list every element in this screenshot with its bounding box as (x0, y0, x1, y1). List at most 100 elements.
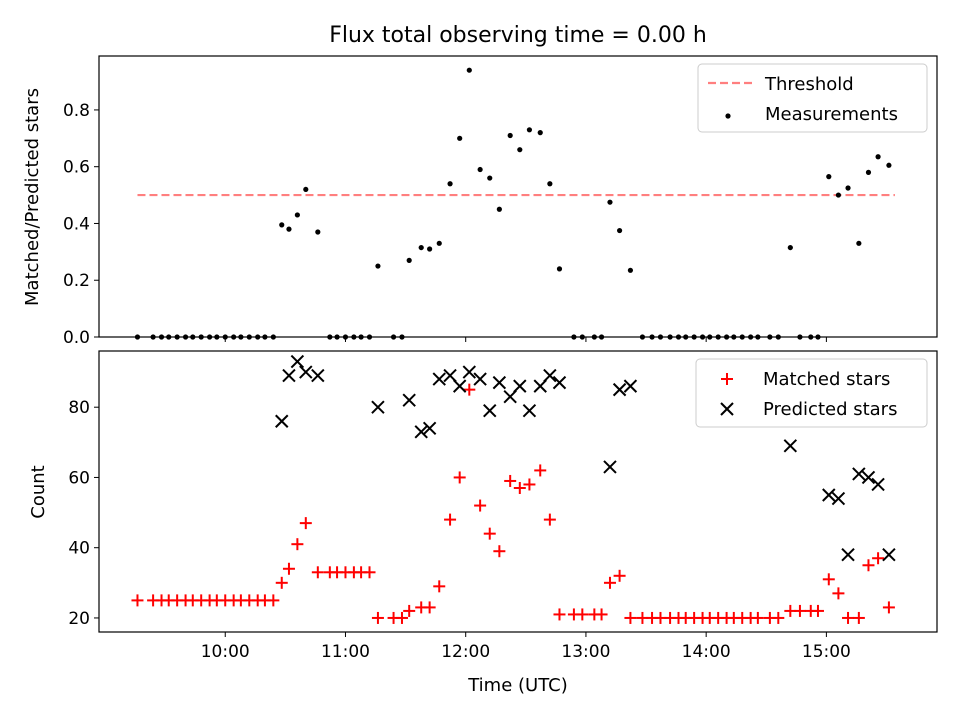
predicted-star-point (299, 365, 313, 379)
y-tick-label: 0.2 (63, 271, 90, 291)
count-legend: Matched stars Predicted stars (695, 358, 928, 428)
matched-star-point (267, 594, 280, 607)
matched-star-point (433, 580, 446, 593)
legend-measurements-swatch (725, 113, 731, 119)
x-tick-label: 11:00 (321, 642, 370, 662)
measurement-point (286, 226, 292, 232)
predicted-star-point (371, 400, 385, 414)
matched-star-point (613, 569, 626, 582)
predicted-star-point (882, 548, 896, 562)
predicted-star-point (513, 379, 527, 393)
legend-matched-swatch (721, 373, 733, 385)
predicted-star-point (612, 382, 627, 397)
matched-star-point (371, 611, 384, 624)
predicted-star-point (871, 477, 885, 492)
legend-measurements-label: Measurements (765, 104, 898, 125)
matched-star-point (523, 478, 536, 491)
predicted-star-point (290, 354, 305, 369)
measurement-point (466, 67, 472, 73)
measurement-point (418, 244, 424, 251)
ratio-axes-frame (98, 55, 938, 338)
measurement-point (627, 267, 634, 273)
predicted-star-point (543, 368, 557, 383)
matched-star-point (553, 608, 566, 621)
predicted-star-point (432, 372, 446, 386)
matched-star-point (543, 513, 556, 526)
matched-star-point (131, 594, 144, 607)
predicted-star-point (282, 368, 296, 383)
predicted-star-point (503, 389, 517, 404)
matched-star-point (275, 576, 288, 589)
predicted-star-point (483, 404, 497, 418)
predicted-star-point (552, 375, 567, 390)
predicted-star-point (422, 421, 437, 435)
matched-star-point (534, 464, 547, 477)
matched-star-point (363, 566, 376, 579)
legend-threshold-label: Threshold (764, 74, 854, 95)
measurement-point (526, 127, 533, 133)
matched-star-point (772, 611, 785, 624)
matched-star-point (453, 471, 466, 484)
matched-star-point (311, 566, 324, 579)
x-tick-label: 13:00 (561, 642, 610, 662)
predicted-star-point (623, 379, 638, 393)
measurement-point (406, 257, 412, 263)
count-x-ticks: 10:00 11:00 12:00 13:00 14:00 15:00 (201, 632, 851, 662)
measurement-point (556, 266, 563, 272)
measurement-point (886, 162, 892, 168)
matched-star-point (793, 604, 806, 617)
x-tick-label: 10:00 (201, 642, 250, 662)
matched-star-point (595, 608, 608, 621)
matched-star-point (842, 611, 855, 624)
x-axis-label: Time (UTC) (467, 675, 568, 696)
matched-star-point (299, 517, 312, 530)
matched-star-point (444, 513, 457, 526)
measurement-point (477, 166, 483, 173)
predicted-star-point (533, 379, 547, 393)
legend-predicted-swatch (720, 402, 734, 416)
legend-predicted-label: Predicted stars (763, 399, 897, 420)
measurement-point (427, 246, 433, 252)
matched-star-point (751, 611, 764, 624)
predicted-star-point (275, 414, 289, 428)
count-y-axis-label: Count (28, 465, 49, 518)
y-tick-label: 80 (68, 398, 90, 418)
measurement-point (616, 227, 623, 234)
matched-star-point (395, 611, 408, 624)
predicted-star-point (402, 393, 416, 407)
predicted-star-point (861, 470, 876, 485)
measurement-point (607, 199, 613, 205)
predicted-star-point (462, 365, 477, 379)
predicted-star-point (841, 548, 855, 562)
matched-star-point (603, 576, 616, 589)
predicted-star-point (522, 404, 537, 418)
measurement-point (496, 206, 502, 212)
measurement-point (787, 244, 793, 251)
matched-star-point (832, 587, 845, 600)
predicted-star-point (852, 467, 866, 481)
matched-star-point (423, 601, 436, 614)
predicted-star-point (443, 368, 457, 383)
measurement-point (375, 263, 381, 269)
predicted-star-point (831, 491, 846, 506)
matched-star-point (513, 481, 526, 494)
measurement-point (457, 135, 463, 141)
count-marks (131, 354, 896, 624)
matched-star-point (852, 611, 865, 624)
ratio-x-ticks (224, 337, 827, 342)
measurement-point (315, 229, 321, 235)
measurement-point (507, 132, 513, 139)
x-tick-label: 15:00 (802, 642, 851, 662)
predicted-star-point (783, 439, 798, 453)
measurement-point (279, 222, 285, 228)
predicted-star-point (473, 372, 487, 386)
count-axes-frame (98, 350, 938, 633)
measurement-point (487, 175, 493, 181)
ratio-panel: 0.00.20.40.60.8 Matched/Predicted stars … (22, 55, 938, 348)
matched-star-point (463, 383, 476, 396)
x-tick-label: 12:00 (441, 642, 490, 662)
matched-star-point (493, 545, 506, 558)
predicted-star-point (822, 488, 836, 502)
measurement-point (447, 181, 453, 187)
